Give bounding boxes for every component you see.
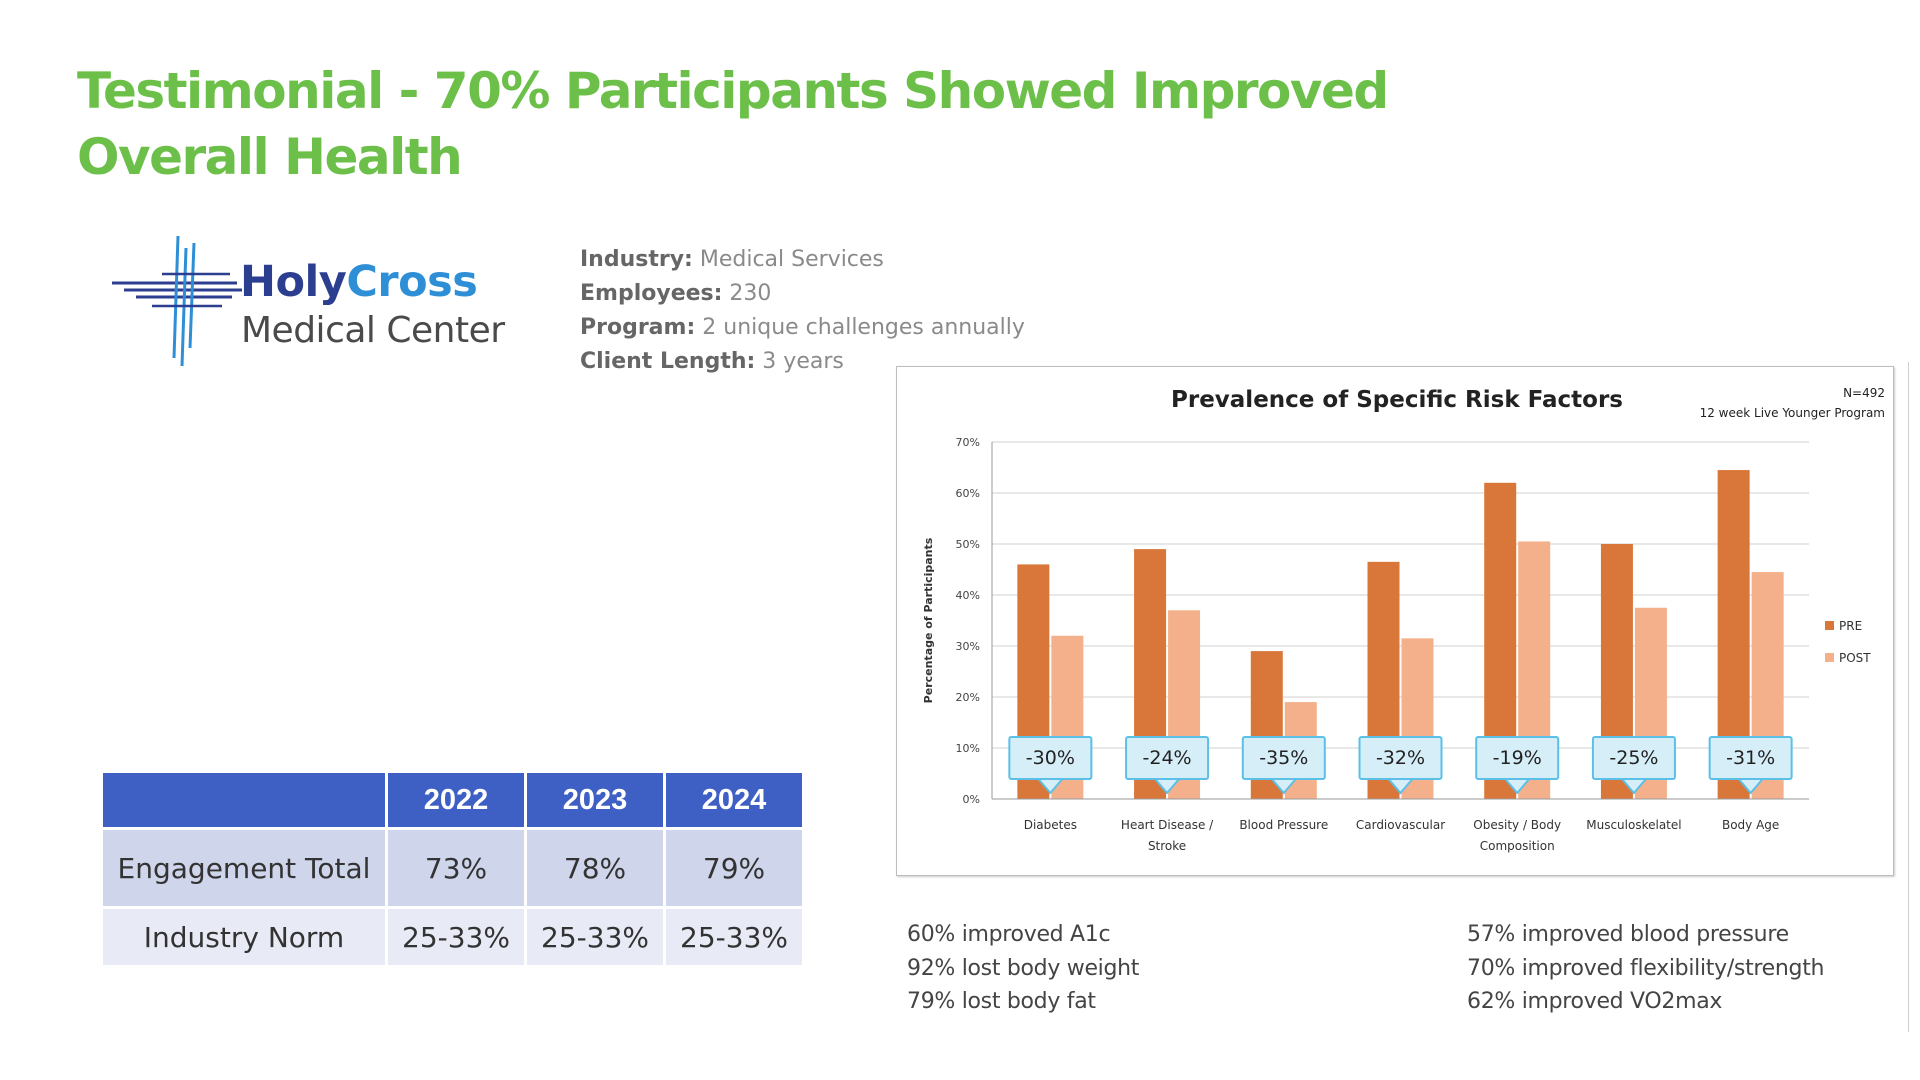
chart-svg: Prevalence of Specific Risk Factors N=492… — [922, 386, 1885, 853]
x-tick-label: Obesity / Body — [1473, 818, 1561, 832]
legend-label: PRE — [1839, 619, 1862, 633]
x-tick-label: Heart Disease / — [1121, 818, 1214, 832]
y-tick-label: 10% — [956, 742, 980, 755]
cross-emblem-icon — [112, 235, 242, 367]
engagement-table: 2022 2023 2024 Engagement Total 73% 78% … — [100, 770, 805, 968]
callout-label: -30% — [1026, 747, 1075, 769]
table-header-cell: 2023 — [527, 773, 663, 827]
x-tick-label: Cardiovascular — [1356, 818, 1445, 832]
x-tick-label: Musculoskelatel — [1586, 818, 1681, 832]
y-tick-label: 50% — [956, 538, 980, 551]
table-row: Industry Norm 25-33% 25-33% 25-33% — [103, 909, 802, 965]
callout-arrow-icon — [1736, 778, 1765, 795]
logo-wordmark: HolyCross — [240, 257, 478, 307]
callout-label: -35% — [1259, 747, 1308, 769]
info-client-length: Client Length: 3 years — [580, 349, 844, 374]
holy-cross-logo: HolyCross Medical Center — [112, 228, 532, 368]
table-cell: 73% — [388, 830, 524, 906]
callout-label: -32% — [1376, 747, 1425, 769]
result-item: 57% improved blood pressure — [1467, 922, 1789, 947]
callout-arrow-icon — [1036, 778, 1065, 795]
chart-title: Prevalence of Specific Risk Factors — [1171, 387, 1623, 413]
callout-arrow-icon — [1269, 778, 1298, 795]
x-tick-label: Composition — [1480, 839, 1555, 853]
table-header-cell — [103, 773, 385, 827]
y-axis-label: Percentage of Participants — [922, 537, 935, 703]
info-program: Program: 2 unique challenges annually — [580, 315, 1025, 340]
callout-arrow-icon — [1386, 778, 1415, 795]
results-list-right: 57% improved blood pressure 70% improved… — [1467, 918, 1825, 1019]
table-header-cell: 2022 — [388, 773, 524, 827]
results-list-left: 60% improved A1c 92% lost body weight 79… — [907, 918, 1139, 1019]
legend-swatch — [1825, 621, 1834, 630]
info-employees: Employees: 230 — [580, 281, 772, 306]
y-tick-label: 40% — [956, 589, 980, 602]
x-tick-label: Body Age — [1722, 818, 1779, 832]
y-tick-label: 0% — [963, 793, 980, 806]
result-item: 60% improved A1c — [907, 922, 1111, 947]
legend-label: POST — [1839, 651, 1871, 665]
x-tick-label: Stroke — [1148, 839, 1186, 853]
y-tick-label: 20% — [956, 691, 980, 704]
y-tick-label: 30% — [956, 640, 980, 653]
result-item: 79% lost body fat — [907, 989, 1096, 1014]
info-industry: Industry: Medical Services — [580, 247, 884, 272]
callout-arrow-icon — [1152, 778, 1182, 795]
risk-factor-chart: Prevalence of Specific Risk Factors N=492… — [896, 366, 1894, 876]
legend-swatch — [1825, 653, 1834, 662]
y-tick-label: 70% — [956, 436, 980, 449]
client-info: Industry: Medical Services Employees: 23… — [580, 243, 1025, 379]
table-cell: 78% — [527, 830, 663, 906]
result-item: 70% improved flexibility/strength — [1467, 955, 1825, 981]
callout-label: -31% — [1726, 747, 1775, 769]
table-cell: 25-33% — [388, 909, 524, 965]
logo-subtitle: Medical Center — [241, 310, 505, 351]
row-label: Engagement Total — [103, 830, 385, 906]
y-tick-label: 60% — [956, 487, 980, 500]
chart-subtitle: N=492 — [1843, 386, 1885, 400]
divider — [1908, 362, 1909, 1032]
result-item: 62% improved VO2max — [1467, 989, 1723, 1014]
table-cell: 25-33% — [527, 909, 663, 965]
table-header-cell: 2024 — [666, 773, 802, 827]
callout-arrow-icon — [1619, 778, 1649, 795]
callout-label: -25% — [1609, 747, 1658, 769]
callout-label: -19% — [1493, 747, 1542, 769]
table-cell: 25-33% — [666, 909, 802, 965]
page-title: Testimonial - 70% Participants Showed Im… — [77, 62, 1389, 186]
result-item: 92% lost body weight — [907, 955, 1140, 981]
chart-subtitle: 12 week Live Younger Program — [1700, 406, 1885, 420]
callout-arrow-icon — [1503, 778, 1532, 795]
callout-label: -24% — [1143, 747, 1192, 769]
x-tick-label: Diabetes — [1024, 818, 1077, 832]
table-cell: 79% — [666, 830, 802, 906]
row-label: Industry Norm — [103, 909, 385, 965]
table-header-row: 2022 2023 2024 — [103, 773, 802, 827]
x-tick-label: Blood Pressure — [1239, 818, 1328, 832]
table-row: Engagement Total 73% 78% 79% — [103, 830, 802, 906]
